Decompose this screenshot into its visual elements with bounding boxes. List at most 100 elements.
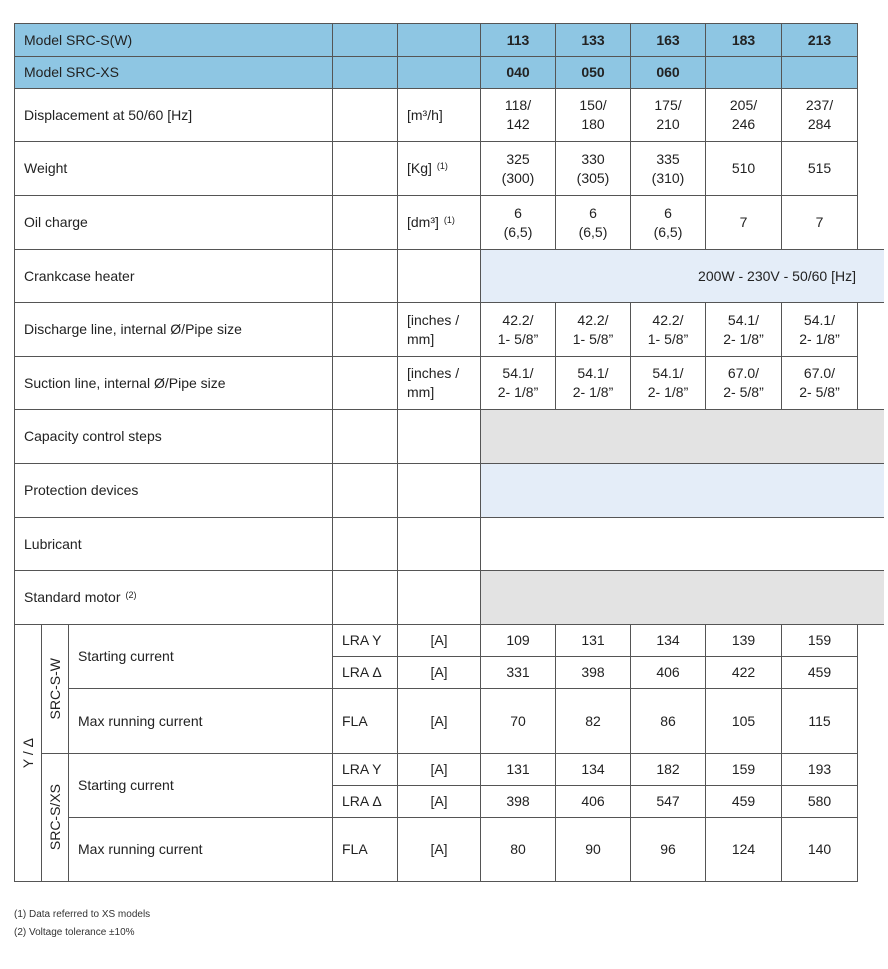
value-cell-text: 96 xyxy=(660,841,676,857)
value-cell: 140 xyxy=(781,817,858,882)
value-cell: 6 (6,5) xyxy=(555,195,631,250)
empty-cell xyxy=(332,409,398,464)
unit-cell-text: [A] xyxy=(430,632,448,648)
unit-cell: [A] xyxy=(397,753,481,786)
model-value-text: 163 xyxy=(656,31,680,48)
value-cell-text: 398 xyxy=(581,664,605,680)
value-cell: 422 xyxy=(705,656,782,689)
empty-cell xyxy=(397,517,481,571)
value-cell-text: 459 xyxy=(807,664,832,680)
unit-cell-text: [Kg] xyxy=(407,160,432,176)
shaded-band xyxy=(480,570,884,625)
code-cell: LRA Δ xyxy=(332,785,398,818)
value-cell: 131 xyxy=(555,624,631,657)
empty-cell xyxy=(332,88,398,142)
value-cell: 515 xyxy=(781,141,858,196)
empty-cell xyxy=(332,356,398,410)
value-cell-text: 115 xyxy=(808,712,831,729)
value-cell-text: 131 xyxy=(581,632,605,648)
model-value: 183 xyxy=(705,23,782,57)
value-cell-text: 205/ 246 xyxy=(729,97,758,132)
value-cell: 159 xyxy=(705,753,782,786)
value-cell: 118/ 142 xyxy=(480,88,556,142)
row-label: Lubricant xyxy=(14,517,333,571)
value-cell-text: 330 (305) xyxy=(576,150,610,186)
value-cell: 139 xyxy=(705,624,782,657)
value-cell-text: 398 xyxy=(506,793,530,809)
code-cell: LRA Y xyxy=(332,624,398,657)
value-cell: 131 xyxy=(480,753,556,786)
unit-cell-text: [A] xyxy=(430,712,448,729)
model-value: 040 xyxy=(480,56,556,89)
value-cell-text: 422 xyxy=(731,664,756,680)
code-cell-text: FLA xyxy=(342,841,368,857)
crankcase-value-text: 200W - 230V - 50/60 [Hz] xyxy=(698,267,856,284)
value-cell: 398 xyxy=(480,785,556,818)
row-label-text: Oil charge xyxy=(24,214,88,230)
model-group-label-text: SRC-S/XS xyxy=(46,784,63,851)
row-label: Crankcase heater xyxy=(14,249,333,303)
model-value: 213 xyxy=(781,23,858,57)
row-label-text: Suction line, internal Ø/Pipe size xyxy=(24,374,226,391)
value-cell-text: 70 xyxy=(510,712,526,729)
value-cell-text: 159 xyxy=(807,632,832,648)
value-cell-text: 150/ 180 xyxy=(579,97,607,132)
current-label: Max running current xyxy=(68,817,333,882)
unit-cell: [A] xyxy=(397,688,481,754)
value-cell-text: 459 xyxy=(731,793,756,809)
value-cell-text: 82 xyxy=(585,712,601,729)
empty-cell xyxy=(332,141,398,196)
value-cell: 325 (300) xyxy=(480,141,556,196)
row-label: Weight xyxy=(14,141,333,196)
value-cell-text: 515 xyxy=(807,160,832,176)
model-value-text: 040 xyxy=(506,64,530,80)
model-group-label: SRC-S-W xyxy=(41,624,69,754)
current-label: Starting current xyxy=(68,753,333,818)
unit-cell: [A] xyxy=(397,817,481,882)
model-value-text: 213 xyxy=(807,31,832,48)
row-label-text: Protection devices xyxy=(24,482,139,498)
row-label-text: Discharge line, internal Ø/Pipe size xyxy=(24,321,242,337)
value-cell-text: 42.2/ 1- 5/8” xyxy=(647,311,689,347)
model-value: 060 xyxy=(630,56,706,89)
value-cell: 134 xyxy=(630,624,706,657)
model-label: Model SRC-S(W) xyxy=(14,23,333,57)
code-cell: FLA xyxy=(332,817,398,882)
model-value-text: 133 xyxy=(581,31,605,48)
unit-cell: [A] xyxy=(397,656,481,689)
row-label-text: Crankcase heater xyxy=(24,267,135,284)
value-cell: 82 xyxy=(555,688,631,754)
value-cell: 159 xyxy=(781,624,858,657)
value-cell: 42.2/ 1- 5/8” xyxy=(630,302,706,357)
empty-cell xyxy=(397,463,481,518)
code-cell-text: LRA Y xyxy=(342,632,382,648)
value-cell: 406 xyxy=(630,656,706,689)
empty-cell xyxy=(332,463,398,518)
value-cell: 175/ 210 xyxy=(630,88,706,142)
current-label: Max running current xyxy=(68,688,333,754)
empty-cell xyxy=(332,56,398,89)
model-value-text: 060 xyxy=(656,64,680,80)
value-cell-text: 54.1/ 2- 1/8” xyxy=(647,365,689,400)
value-cell-text: 406 xyxy=(656,664,680,680)
current-label-text: Max running current xyxy=(78,712,203,729)
value-cell: 237/ 284 xyxy=(781,88,858,142)
value-cell-text: 335 (310) xyxy=(651,150,685,186)
footnote-ref: (2) xyxy=(125,590,137,600)
crankcase-value-band xyxy=(480,249,884,303)
unit-cell-text: [inches / mm] xyxy=(407,311,460,347)
unit-cell: [m³/h] xyxy=(397,88,481,142)
model-value xyxy=(781,56,858,89)
value-cell-text: 134 xyxy=(581,761,605,777)
value-cell: 580 xyxy=(781,785,858,818)
row-label: Suction line, internal Ø/Pipe size xyxy=(14,356,333,410)
value-cell-text: 54.1/ 2- 1/8” xyxy=(572,365,614,400)
value-cell: 54.1/ 2- 1/8” xyxy=(480,356,556,410)
empty-cell xyxy=(397,23,481,57)
code-cell: LRA Y xyxy=(332,753,398,786)
current-label-text: Max running current xyxy=(78,841,203,857)
empty-cell xyxy=(332,302,398,357)
value-cell: 193 xyxy=(781,753,858,786)
value-cell-text: 547 xyxy=(656,793,680,809)
value-cell-text: 580 xyxy=(807,793,832,809)
